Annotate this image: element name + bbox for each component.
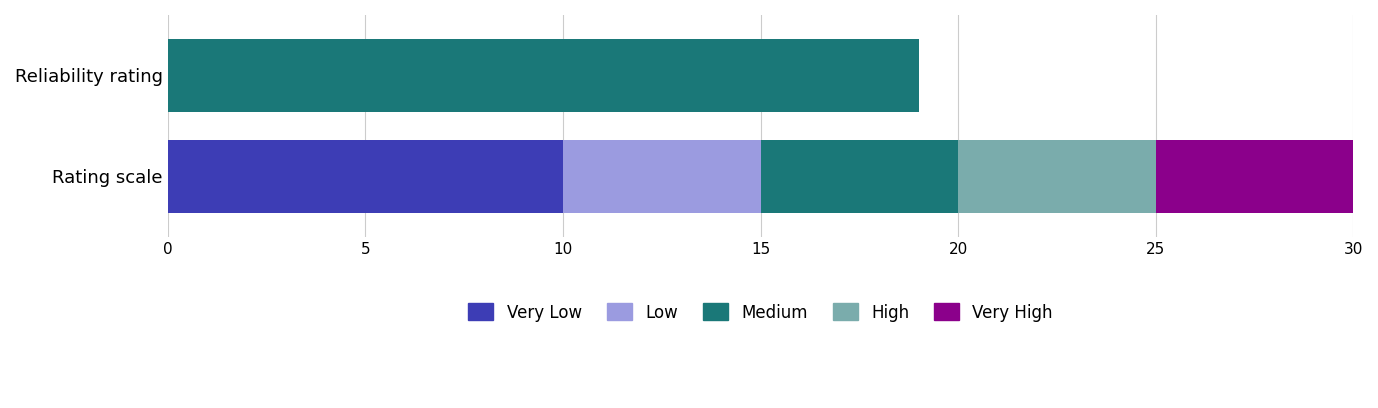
Bar <box>1156 140 1353 213</box>
Bar <box>761 140 958 213</box>
Bar <box>168 140 564 213</box>
Bar <box>564 140 761 213</box>
Legend: Very Low, Low, Medium, High, Very High: Very Low, Low, Medium, High, Very High <box>469 304 1053 322</box>
Bar <box>168 39 919 112</box>
Bar <box>958 140 1156 213</box>
